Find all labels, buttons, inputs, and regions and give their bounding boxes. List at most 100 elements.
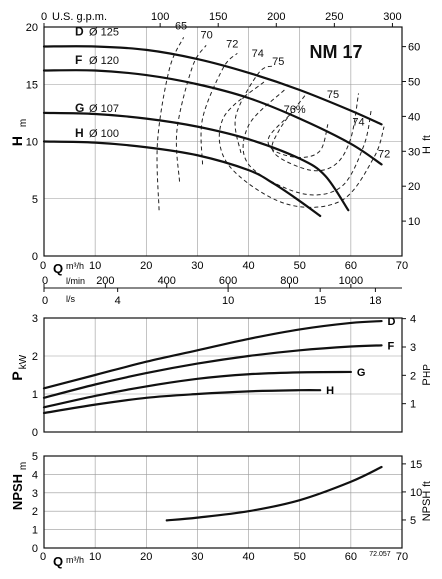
- curve-G: [42, 111, 350, 212]
- right-axis-unit: HP: [422, 364, 433, 378]
- x-tick-label: 30: [191, 551, 203, 563]
- y-tick-label: 5: [32, 194, 38, 206]
- efficiency-label: 72: [378, 149, 390, 161]
- y-tick-label: 20: [26, 22, 38, 34]
- curve-D: [42, 319, 383, 390]
- y-axis-unit: m: [18, 462, 29, 470]
- curve-diameter-G: Ø 107: [89, 103, 119, 115]
- curve-H: [42, 140, 322, 218]
- efficiency-label: 70: [201, 29, 213, 41]
- right-axis-label: P: [421, 378, 433, 385]
- right-tick-label: 3: [410, 342, 416, 354]
- curve-label-D: D: [75, 24, 84, 38]
- x-tick-label: 70: [396, 260, 408, 272]
- curve-D: [42, 45, 383, 126]
- curve-F: [42, 69, 383, 166]
- right-tick-label: 2: [410, 370, 416, 382]
- ls-tick-label: 4: [115, 295, 121, 307]
- y-tick-label: 3: [32, 488, 38, 500]
- y-tick-label: 1: [32, 525, 38, 537]
- x-tick-label: 40: [242, 260, 254, 272]
- top-tick-label: 100: [151, 11, 169, 23]
- lmin-axis-label: l/min: [66, 276, 85, 286]
- efficiency-label: 76%: [284, 104, 306, 116]
- efficiency-isoline: [271, 93, 360, 172]
- x-tick-label: 0: [40, 260, 46, 272]
- efficiency-isoline: [242, 89, 372, 196]
- efficiency-label: 75: [272, 56, 284, 68]
- right-tick-label: 50: [408, 77, 420, 89]
- y-tick-label: 10: [26, 137, 38, 149]
- y-tick-label: 1: [32, 389, 38, 401]
- efficiency-isoline: [218, 81, 385, 208]
- y-tick-label: 15: [26, 79, 38, 91]
- x-axis-unit: m³/h: [66, 261, 84, 271]
- x-tick-label: 10: [89, 551, 101, 563]
- y-axis-unit: kW: [18, 354, 29, 369]
- head-panel: 65 70 72 74 75 75 76% 74 72 D Ø 125 F Ø 120 G Ø 107 H Ø …: [9, 11, 433, 307]
- ls-axis-label: l/s: [66, 294, 76, 304]
- lmin-tick-label: 1000: [339, 275, 363, 287]
- right-axis-unit: ft: [422, 135, 433, 141]
- right-tick-label: 60: [408, 42, 420, 54]
- npsh-panel: 0 1 2 3 4 5 5 10 15 0 10 20 30 40 50 60 70 Q m³/h NPSH m NPSH…: [10, 451, 433, 569]
- x-tick-label: 50: [294, 551, 306, 563]
- y-tick-label: 0: [32, 251, 38, 263]
- efficiency-isoline: [267, 114, 329, 159]
- right-axis-label: H: [421, 146, 433, 154]
- right-tick-label: 5: [410, 515, 416, 527]
- right-tick-label: 1: [410, 399, 416, 411]
- x-tick-label: 70: [396, 551, 408, 563]
- curve-H: [42, 389, 322, 415]
- y-axis-unit: m: [18, 119, 29, 127]
- x-tick-label: 60: [345, 551, 357, 563]
- right-tick-label: 40: [408, 111, 420, 123]
- efficiency-label: 74: [352, 116, 364, 128]
- plot-frame: [43, 26, 403, 257]
- y-axis-label: NPSH: [10, 474, 25, 510]
- y-tick-label: 3: [32, 313, 38, 325]
- efficiency-isoline: [234, 65, 275, 154]
- y-tick-label: 2: [32, 351, 38, 363]
- x-axis-label: Q: [53, 261, 63, 276]
- x-tick-label: 40: [242, 551, 254, 563]
- x-tick-label: 0: [40, 551, 46, 563]
- efficiency-label: 75: [327, 89, 339, 101]
- x-tick-label: 10: [89, 260, 101, 272]
- top-tick-label: 0: [41, 11, 47, 23]
- top-tick-label: 150: [209, 11, 227, 23]
- top-tick-label: 300: [383, 11, 401, 23]
- efficiency-isoline: [175, 45, 207, 182]
- efficiency-label: 72: [226, 39, 238, 51]
- efficiency-label: 65: [175, 20, 187, 32]
- lmin-tick-label: 400: [158, 275, 176, 287]
- y-tick-label: 2: [32, 506, 38, 518]
- y-tick-label: 0: [32, 427, 38, 439]
- efficiency-isoline: [200, 52, 238, 165]
- y-axis-label: H: [9, 136, 25, 146]
- right-tick-label: 30: [408, 146, 420, 158]
- x-tick-label: 60: [345, 260, 357, 272]
- power-curve-label-G: G: [357, 367, 366, 379]
- x-tick-label: 30: [191, 260, 203, 272]
- right-tick-label: 10: [410, 487, 422, 499]
- curve-G: [42, 370, 352, 409]
- power-curve-label-D: D: [388, 316, 396, 328]
- ls-tick-label: 15: [314, 295, 326, 307]
- x-tick-label: 50: [294, 260, 306, 272]
- ls-tick-label: 10: [222, 295, 234, 307]
- y-tick-label: 5: [32, 451, 38, 463]
- curve-label-G: G: [75, 101, 84, 115]
- curve-npsh: [165, 465, 383, 522]
- y-axis-label: P: [9, 371, 25, 380]
- right-tick-label: 15: [410, 459, 422, 471]
- x-tick-label: 20: [140, 260, 152, 272]
- right-tick-label: 20: [408, 181, 420, 193]
- lmin-tick-label: 600: [219, 275, 237, 287]
- lmin-tick-label: 200: [96, 275, 114, 287]
- x-tick-label: 20: [140, 551, 152, 563]
- right-axis-unit: ft: [422, 481, 433, 487]
- efficiency-label: 74: [252, 48, 264, 60]
